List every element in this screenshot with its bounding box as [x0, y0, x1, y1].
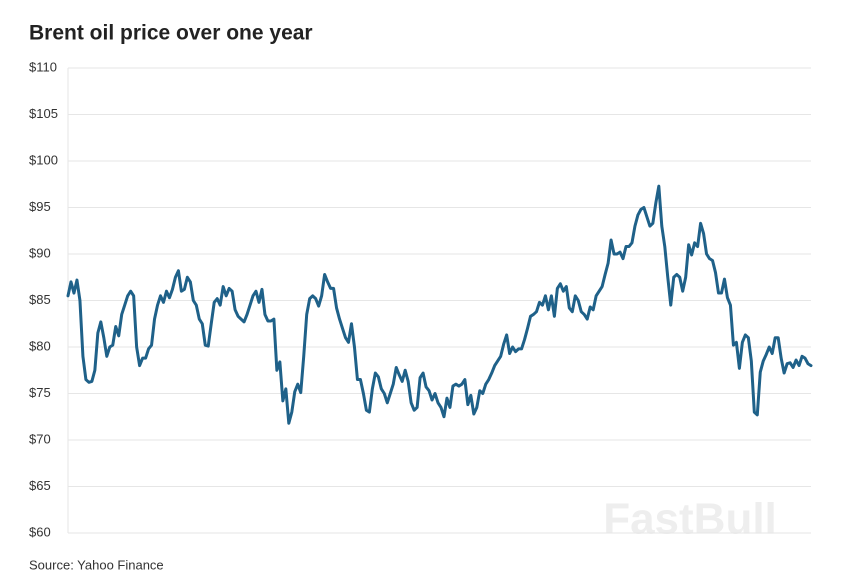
- y-tick-label: $75: [29, 385, 51, 400]
- y-tick-label: $95: [29, 199, 51, 214]
- y-tick-label: $70: [29, 431, 51, 446]
- y-tick-label: $65: [29, 478, 51, 493]
- y-tick-label: $85: [29, 292, 51, 307]
- price-line: [66, 184, 813, 425]
- chart-title: Brent oil price over one year: [29, 22, 313, 45]
- y-tick-label: $80: [29, 338, 51, 353]
- y-tick-label: $100: [29, 152, 58, 167]
- y-tick-label: $110: [29, 59, 57, 74]
- y-tick-label: $60: [29, 524, 51, 539]
- y-tick-label: $90: [29, 245, 51, 260]
- y-tick-label: $105: [29, 106, 58, 121]
- source-note: Source: Yahoo Finance: [29, 557, 164, 572]
- watermark: FastBull: [603, 495, 777, 544]
